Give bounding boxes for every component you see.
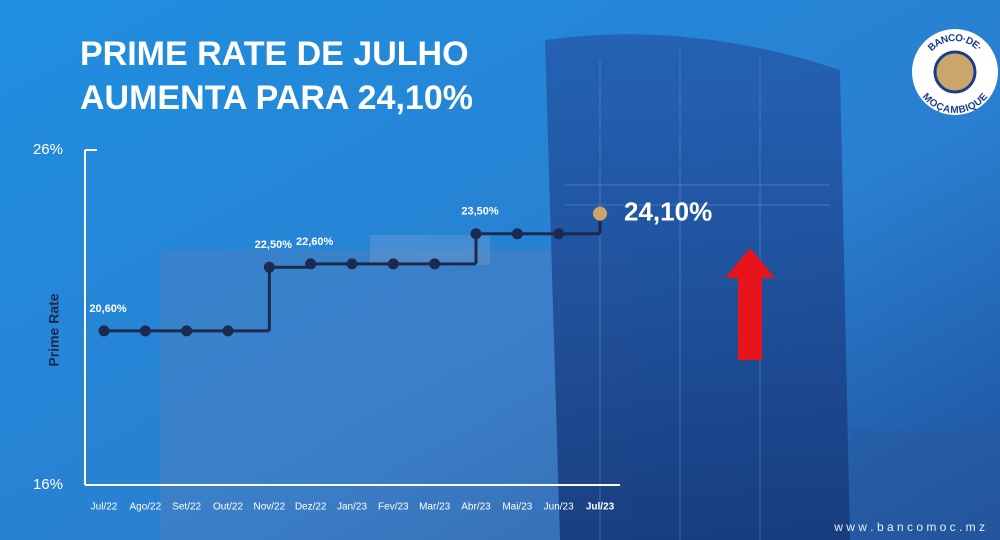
y-tick-label: 26% [33, 141, 63, 158]
data-point [387, 258, 399, 270]
value-label: 22,60% [296, 236, 334, 248]
x-tick-label: Jun/23 [544, 502, 574, 513]
tower-windows [565, 50, 830, 540]
data-point [181, 325, 193, 337]
title-line: AUMENTA PARA 24,10% [80, 79, 473, 117]
x-tick-label: Jul/22 [91, 502, 118, 513]
building [160, 250, 630, 540]
y-tick-label: 16% [33, 476, 63, 493]
y-axis-label: Prime Rate [46, 293, 62, 366]
x-tick-label: Jan/23 [337, 502, 367, 513]
logo-emblem [933, 50, 977, 94]
data-point [346, 258, 358, 270]
x-tick-label: Mai/23 [502, 502, 532, 513]
x-tick-label: Mar/23 [419, 502, 451, 513]
data-point [429, 258, 441, 270]
data-point [305, 258, 317, 270]
data-point [98, 325, 110, 337]
x-tick-label: Set/22 [172, 502, 201, 513]
data-point [553, 228, 565, 240]
x-tick-label: Out/22 [213, 502, 243, 513]
value-label: 24,10% [624, 197, 712, 227]
up-arrow [725, 248, 775, 360]
building [370, 235, 490, 265]
data-point [139, 325, 151, 337]
x-tick-label: Abr/23 [461, 502, 491, 513]
data-point [511, 228, 523, 240]
data-point [593, 206, 607, 221]
data-point [470, 228, 482, 240]
value-label: 22,50% [255, 239, 293, 251]
data-point [263, 261, 275, 273]
x-tick-label: Nov/22 [253, 502, 285, 513]
x-tick-label: Jul/23 [586, 502, 615, 513]
value-label: 20,60% [89, 303, 127, 315]
x-tick-label: Ago/22 [129, 502, 161, 513]
x-tick-label: Fev/23 [378, 502, 409, 513]
value-label: 23,50% [461, 206, 499, 218]
building [850, 430, 1000, 540]
tower [545, 34, 850, 540]
website: w w w . b a n c o m o c . m z [833, 520, 985, 534]
data-point [222, 325, 234, 337]
title-line: PRIME RATE DE JULHO [80, 35, 469, 73]
x-tick-label: Dez/22 [295, 502, 327, 513]
